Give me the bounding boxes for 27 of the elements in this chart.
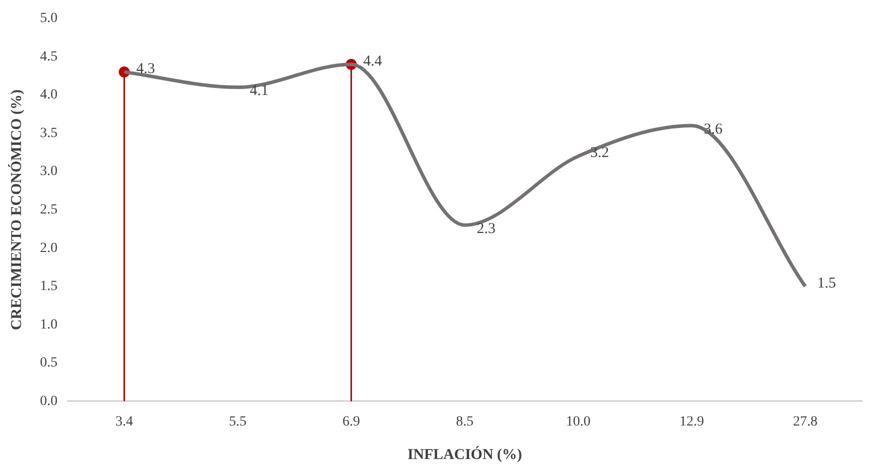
y-tick-label: 0.5: [40, 356, 58, 371]
data-label: 1.5: [817, 275, 836, 292]
y-tick-label: 1.5: [40, 279, 58, 294]
y-axis-title: CRECIMIENTO ECONÓMICO (%): [8, 90, 25, 330]
y-tick-label: 3.5: [40, 126, 58, 141]
y-tick-label: 0.0: [40, 394, 58, 409]
data-label: 2.3: [476, 221, 496, 238]
y-tick-label: 5.0: [40, 11, 58, 26]
data-label: 4.1: [250, 83, 268, 100]
y-tick-label: 4.0: [40, 88, 58, 103]
data-label: 4.3: [136, 60, 155, 77]
y-tick-label: 3.0: [40, 164, 58, 180]
data-label: 4.4: [363, 53, 382, 70]
x-tick-label: 12.9: [680, 414, 704, 430]
x-tick-label: 6.9: [342, 414, 360, 430]
x-axis-title: INFLACIÓN (%): [407, 446, 522, 463]
x-tick-label: 5.5: [229, 414, 246, 430]
data-label: 3.6: [704, 122, 723, 138]
y-tick-label: 4.5: [40, 49, 58, 64]
x-tick-label: 27.8: [793, 414, 818, 430]
y-tick-label: 2.0: [40, 240, 58, 256]
x-tick-label: 10.0: [566, 414, 590, 430]
y-tick-label: 2.5: [40, 202, 58, 218]
x-tick-label: 8.5: [456, 414, 474, 430]
x-tick-label: 3.4: [116, 414, 133, 430]
y-tick-label: 1.0: [40, 317, 58, 332]
data-label: 3.2: [590, 145, 609, 162]
